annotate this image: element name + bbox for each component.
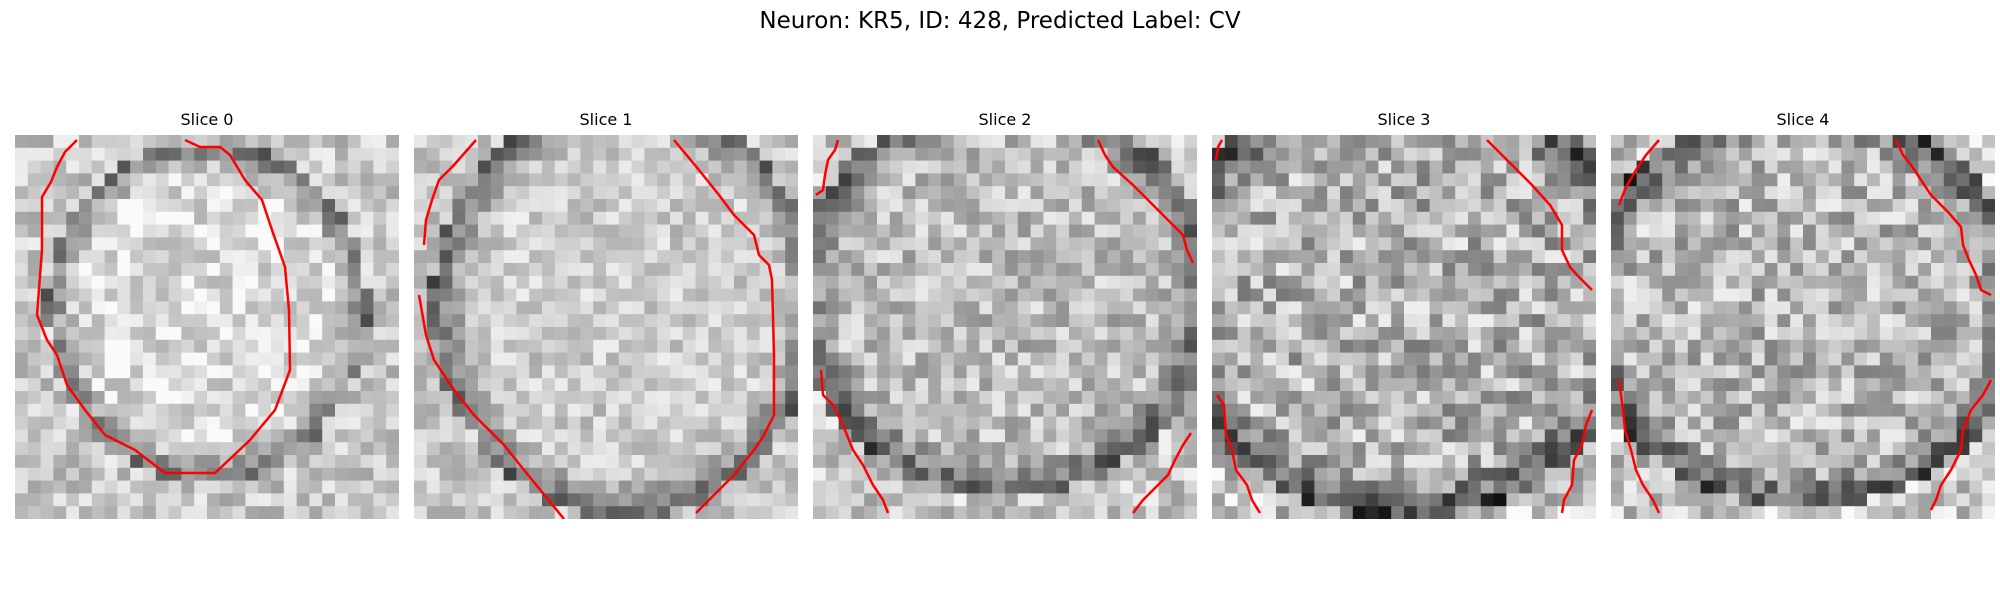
contour-line-2b [819,369,890,514]
slice-image-0-svg [15,135,399,519]
grayscale-pixels-3 [1212,135,1596,519]
contour-line-4b [1617,379,1661,514]
slice-image-1 [414,135,798,519]
contour-line-1c [673,139,776,514]
slice-image-3 [1212,135,1596,519]
grayscale-pixels-4 [1611,135,1995,519]
slice-image-3-svg [1212,135,1596,519]
slice-image-4 [1611,135,1995,519]
slice-title-3: Slice 3 [1377,110,1431,129]
contour-line-1a [422,139,477,246]
slice-title-4: Slice 4 [1776,110,1830,129]
contour-line-1b [417,294,565,519]
contour-line-3d [1560,409,1594,514]
contour-line-4d [1929,379,1993,511]
slice-image-4-svg [1611,135,1995,519]
contour-line-3a [1214,139,1224,161]
grayscale-pixels-0 [15,135,399,519]
grayscale-pixels-2 [813,135,1197,519]
slice-title-0: Slice 0 [180,110,234,129]
contour-line-2d [1132,432,1193,514]
slice-image-0 [15,135,399,519]
contour-line-4a [1617,139,1660,206]
slice-image-2 [813,135,1197,519]
slice-title-1: Slice 1 [579,110,633,129]
slice-title-2: Slice 2 [978,110,1032,129]
contour-line-0a [35,138,292,475]
slice-image-1-svg [414,135,798,519]
grayscale-pixels-1 [414,135,798,519]
contour-line-4c [1894,139,1992,297]
figure-title: Neuron: KR5, ID: 428, Predicted Label: C… [759,8,1241,34]
contour-line-2a [815,139,840,197]
slice-image-2-svg [813,135,1197,519]
contour-line-2c [1096,139,1195,264]
contour-line-3b [1215,394,1262,514]
contour-line-3c [1486,139,1593,291]
